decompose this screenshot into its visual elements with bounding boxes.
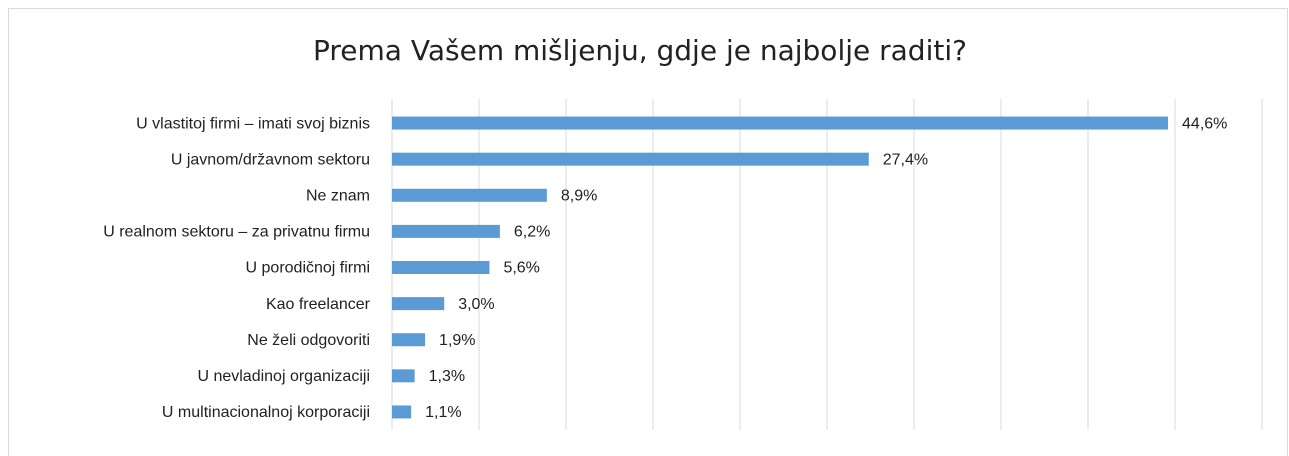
chart-border — [8, 8, 1288, 456]
y-tick-label: Ne znam — [306, 187, 370, 204]
y-tick-label: Ne želi odgovoriti — [247, 332, 370, 349]
data-label: 3,0% — [458, 296, 494, 313]
data-label: 44,6% — [1182, 115, 1227, 132]
y-tick-label: U realnom sektoru – za privatnu firmu — [103, 224, 370, 241]
bar — [392, 369, 415, 383]
bar — [392, 261, 490, 274]
data-label: 5,6% — [503, 260, 539, 277]
chart-title: Prema Vašem mišljenju, gdje je najbolje … — [313, 34, 967, 67]
bar — [392, 116, 1169, 130]
data-label: 1,3% — [429, 368, 465, 385]
y-tick-label: U porodičnoj firmi — [246, 260, 370, 277]
y-tick-label: U javnom/državnom sektoru — [171, 151, 370, 168]
data-label: 27,4% — [883, 151, 928, 168]
bar — [392, 405, 412, 419]
y-tick-label: Kao freelancer — [266, 296, 371, 313]
bar — [392, 152, 869, 166]
bar — [392, 188, 547, 202]
data-label: 6,2% — [514, 224, 550, 241]
y-tick-label: U multinacionalnoj korporaciji — [162, 404, 370, 421]
bar — [392, 333, 426, 347]
bar — [392, 297, 445, 311]
data-label: 8,9% — [561, 187, 597, 204]
y-tick-label: U vlastitoj firmi – imati svoj biznis — [136, 115, 370, 132]
data-label: 1,1% — [425, 404, 461, 421]
bar — [392, 224, 500, 238]
data-label: 1,9% — [439, 332, 475, 349]
y-tick-label: U nevladinoj organizaciji — [197, 368, 370, 385]
